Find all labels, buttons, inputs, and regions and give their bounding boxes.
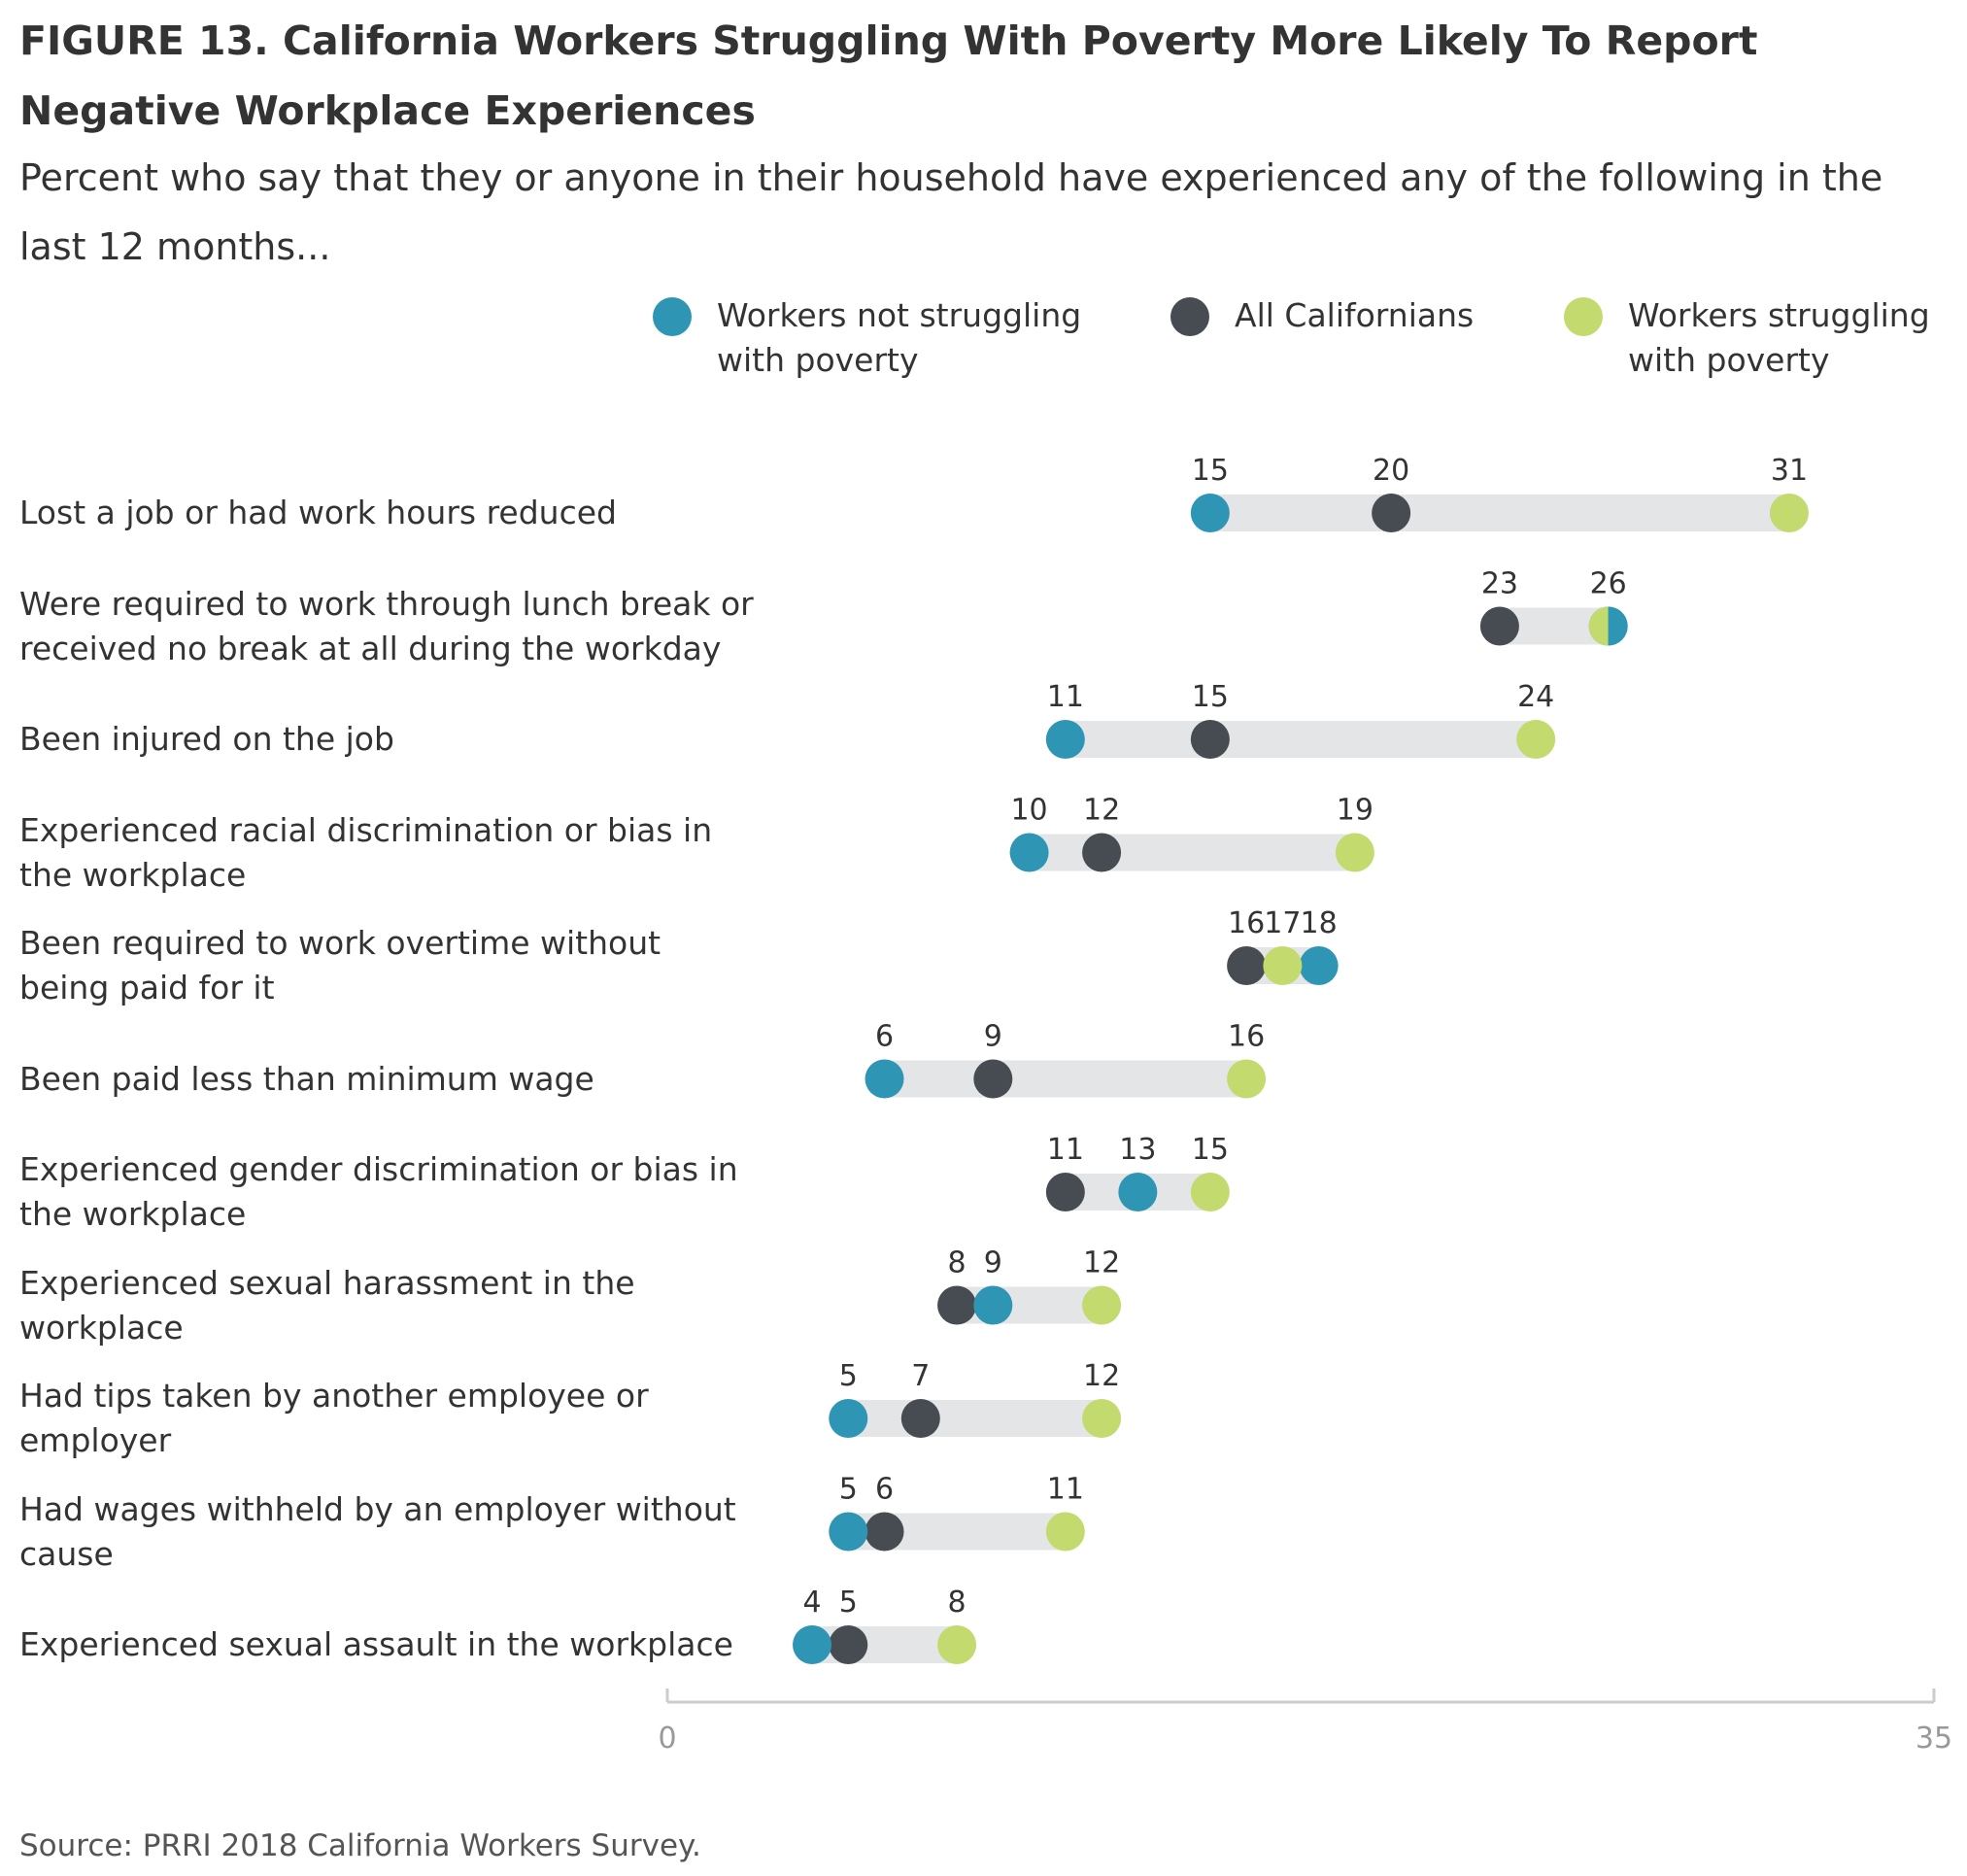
value-label: 18 — [1301, 906, 1338, 940]
value-label: 23 — [1481, 567, 1518, 601]
row-label: Experienced sexual assault in the workpl… — [19, 1625, 733, 1663]
value-label: 6 — [875, 1473, 894, 1507]
value-label: 16 — [1228, 906, 1265, 940]
dot-all — [973, 1059, 1013, 1099]
dot-not_struggling — [1190, 494, 1230, 532]
value-label: 20 — [1373, 454, 1409, 488]
dot-all — [1045, 1173, 1085, 1211]
value-label: 17 — [1264, 906, 1301, 940]
dot-struggling — [1588, 606, 1609, 646]
value-label: 12 — [1083, 1246, 1120, 1280]
dot-not_struggling — [973, 1285, 1013, 1325]
dot-not_struggling — [1009, 833, 1049, 872]
value-label: 6 — [875, 1020, 894, 1054]
dot-struggling — [1263, 946, 1303, 985]
range-bar — [848, 1400, 1102, 1437]
dot-struggling — [1769, 494, 1809, 532]
dot-not_struggling — [829, 1399, 868, 1438]
dot-struggling — [1082, 1399, 1122, 1438]
legend-item-all: All Californians — [1170, 293, 1545, 338]
range-bar — [1065, 721, 1537, 758]
value-label: 11 — [1047, 1473, 1084, 1507]
dot-all — [900, 1399, 940, 1438]
value-label: 8 — [948, 1586, 967, 1620]
value-label: 8 — [948, 1246, 967, 1280]
value-label: 15 — [1192, 1133, 1229, 1167]
row-label: Experienced sexual harassment in the wor… — [19, 1263, 635, 1347]
value-label: 24 — [1517, 680, 1554, 714]
row-label: Been injured on the job — [19, 720, 394, 758]
value-label: 15 — [1192, 680, 1229, 714]
row-label: Had tips taken by another employee or em… — [19, 1377, 649, 1459]
value-label: 26 — [1590, 567, 1627, 601]
legend-item-struggling: Workers struggling with poverty — [1564, 293, 1958, 383]
dot-struggling — [1227, 1059, 1267, 1099]
dot-struggling — [937, 1625, 977, 1664]
value-label: 11 — [1047, 1133, 1084, 1167]
value-label: 31 — [1771, 454, 1808, 488]
chart-subtitle: Percent who say that they or anyone in t… — [19, 156, 1883, 268]
value-label: 10 — [1010, 794, 1047, 828]
source-note: Source: PRRI 2018 California Workers Sur… — [19, 1828, 701, 1863]
row-label: Lost a job or had work hours reduced — [19, 494, 617, 531]
row-label: Had wages withheld by an employer withou… — [19, 1489, 736, 1573]
dot-struggling — [1045, 1512, 1085, 1552]
dot-not_struggling — [865, 1059, 904, 1099]
row-label: Been required to work overtime without b… — [19, 924, 661, 1006]
value-label: 13 — [1119, 1133, 1156, 1167]
legend-swatch-not-struggling — [653, 297, 692, 336]
dot-all — [937, 1285, 977, 1325]
dot-all — [1227, 946, 1267, 985]
row-label: Been paid less than minimum wage — [19, 1059, 594, 1098]
dot-not_struggling — [1118, 1173, 1158, 1211]
value-label: 9 — [984, 1246, 1002, 1280]
row-label: Were required to work through lunch brea… — [19, 584, 754, 667]
legend-label-not-struggling: Workers not struggling with poverty — [717, 296, 1082, 379]
value-label: 5 — [839, 1473, 858, 1507]
dot-not_struggling — [1299, 946, 1339, 985]
row-label: Experienced gender discrimination or bia… — [19, 1150, 738, 1233]
dot-all — [1190, 720, 1230, 759]
dot-not_struggling — [793, 1625, 832, 1664]
dot-struggling — [1082, 1285, 1122, 1325]
value-label: 4 — [802, 1586, 821, 1620]
value-label: 5 — [839, 1586, 858, 1620]
row-label: Experienced racial discrimination or bia… — [19, 810, 713, 894]
chart-title: FIGURE 13. California Workers Struggling… — [19, 17, 1758, 134]
x-tick-label: 0 — [658, 1722, 676, 1756]
range-bar — [1029, 834, 1355, 871]
dot-struggling — [1335, 833, 1374, 872]
dot-not_struggling — [829, 1512, 868, 1552]
x-tick-label: 35 — [1916, 1722, 1952, 1756]
value-label: 9 — [984, 1020, 1002, 1054]
value-label: 7 — [911, 1359, 930, 1393]
legend-label-all: All Californians — [1235, 296, 1475, 334]
value-label: 12 — [1083, 1359, 1120, 1393]
value-label: 16 — [1228, 1020, 1265, 1054]
dot-not_struggling — [1045, 720, 1085, 759]
legend-swatch-all — [1170, 297, 1209, 336]
legend-swatch-struggling — [1564, 297, 1603, 336]
dot-not_struggling-half — [1608, 606, 1628, 646]
legend-label-struggling: Workers struggling with poverty — [1628, 296, 1930, 379]
dot-all — [1479, 606, 1519, 646]
value-label: 15 — [1192, 454, 1229, 488]
value-label: 19 — [1337, 794, 1374, 828]
dot-all — [1082, 833, 1122, 872]
dot-struggling — [1516, 720, 1556, 759]
legend-item-not-struggling: Workers not struggling with poverty — [653, 293, 1096, 383]
dot-all — [829, 1625, 868, 1664]
dot-all — [1372, 494, 1411, 532]
range-bar — [1209, 495, 1789, 531]
range-bar — [884, 1060, 1247, 1098]
value-label: 12 — [1083, 794, 1120, 828]
value-label: 11 — [1047, 680, 1084, 714]
dot-all — [865, 1512, 904, 1552]
dot-struggling — [1190, 1173, 1230, 1211]
value-label: 5 — [839, 1359, 858, 1393]
